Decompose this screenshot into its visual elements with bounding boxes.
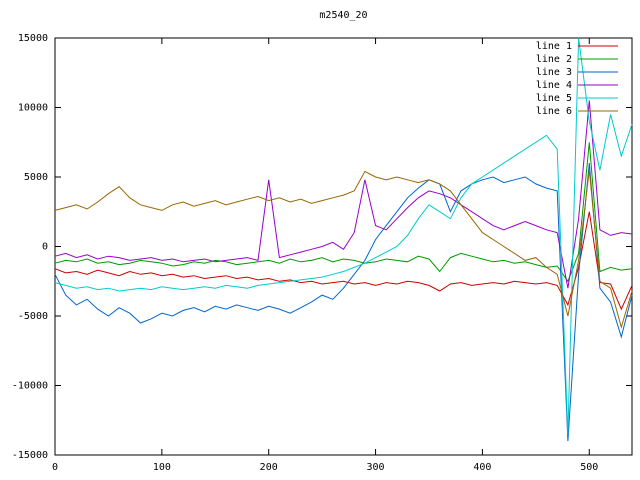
x-tick-label: 200 bbox=[260, 462, 278, 473]
legend-label: line 2 bbox=[536, 54, 572, 65]
series-line-5 bbox=[54, 37, 633, 435]
x-tick-label: 500 bbox=[580, 462, 598, 473]
legend-label: line 4 bbox=[536, 80, 572, 91]
y-tick-label: 10000 bbox=[18, 103, 48, 114]
series-line-6 bbox=[54, 170, 633, 329]
series-line-3 bbox=[54, 163, 633, 442]
legend-label: line 5 bbox=[536, 93, 572, 104]
y-tick-label: -5000 bbox=[18, 311, 48, 322]
y-tick-label: 15000 bbox=[18, 33, 48, 44]
legend-label: line 1 bbox=[536, 41, 572, 52]
x-tick-label: 100 bbox=[153, 462, 171, 473]
x-tick-label: 300 bbox=[367, 462, 385, 473]
chart-title: m2540_20 bbox=[319, 10, 368, 21]
series-line-4 bbox=[54, 100, 633, 289]
series-line-2 bbox=[54, 142, 633, 283]
series-line-1 bbox=[54, 211, 633, 311]
legend-label: line 6 bbox=[536, 106, 572, 117]
x-tick-label: 400 bbox=[473, 462, 491, 473]
y-tick-label: 5000 bbox=[24, 172, 48, 183]
y-tick-label: -10000 bbox=[12, 381, 48, 392]
y-tick-label: 0 bbox=[42, 242, 48, 253]
legend-label: line 3 bbox=[536, 67, 572, 78]
y-tick-label: -15000 bbox=[12, 450, 48, 461]
x-tick-label: 0 bbox=[52, 462, 58, 473]
